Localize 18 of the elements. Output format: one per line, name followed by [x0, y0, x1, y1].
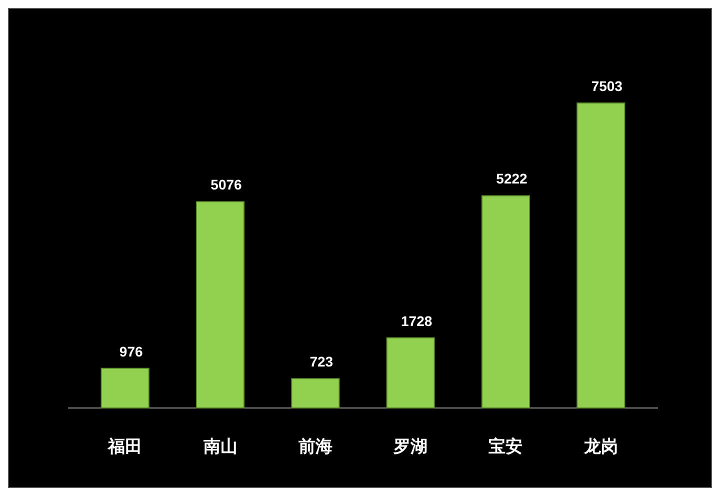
x-tick-label: 宝安: [488, 437, 523, 457]
data-label: 5076: [210, 176, 242, 193]
bar: [481, 195, 530, 408]
x-tick-label: 龙岗: [582, 437, 618, 457]
x-tick-label: 前海: [297, 437, 332, 457]
x-tick-label: 罗湖: [392, 437, 428, 457]
bar: [386, 337, 435, 408]
bar: [576, 102, 626, 408]
data-label: 976: [119, 343, 143, 360]
data-label: 7503: [591, 78, 623, 94]
data-label: 1728: [401, 312, 432, 329]
data-label: 5222: [496, 170, 528, 187]
bar: [196, 201, 245, 408]
x-tick-label: 福田: [107, 437, 142, 457]
x-tick-label: 南山: [202, 437, 238, 457]
bar: [291, 378, 340, 408]
bar: [100, 368, 150, 408]
data-label: 723: [310, 354, 334, 370]
